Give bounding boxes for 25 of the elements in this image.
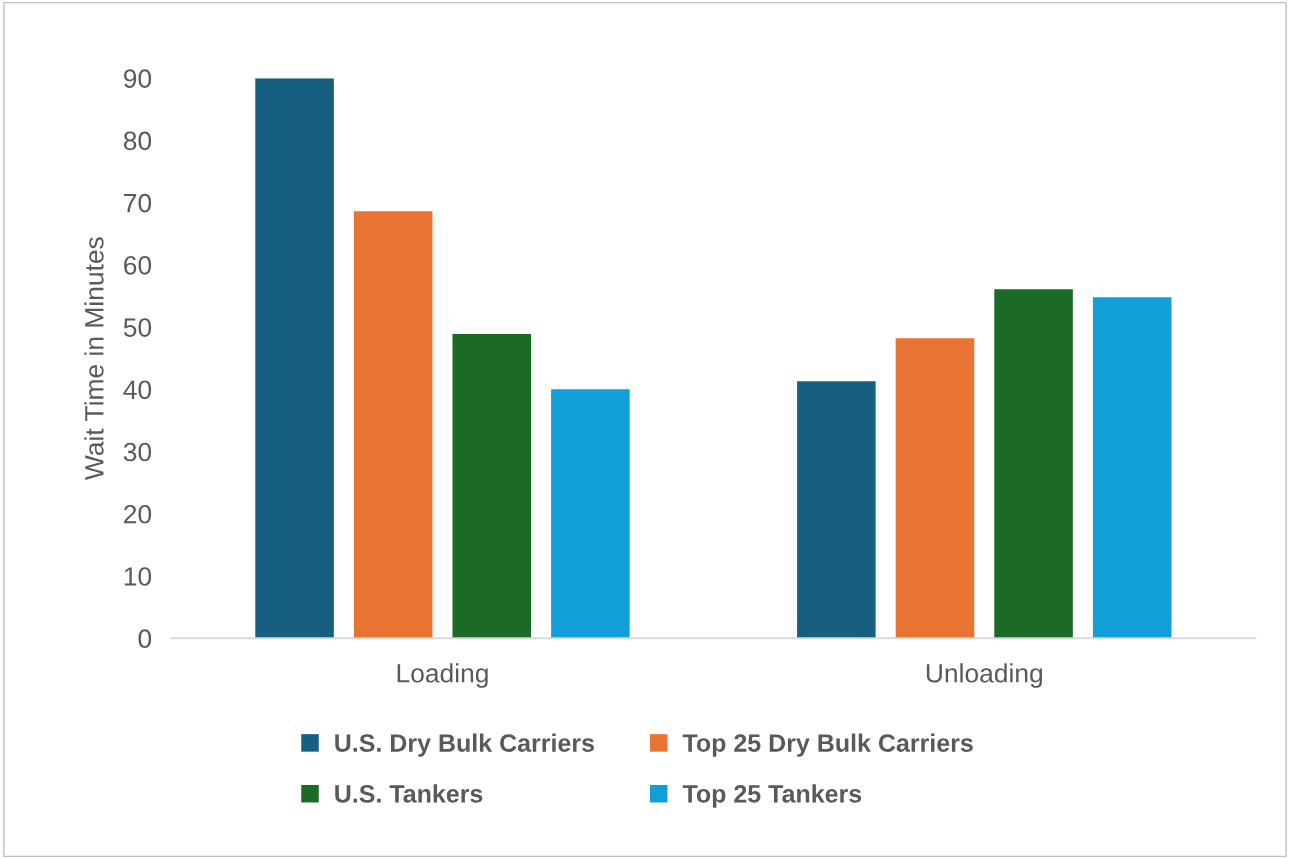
y-tick-label: 40 [123, 380, 152, 400]
y-tick-label: 20 [124, 504, 152, 524]
bar [1092, 297, 1172, 639]
y-tick-label: 70 [124, 193, 152, 213]
bar [255, 78, 334, 639]
y-tick-label: 50 [123, 318, 152, 337]
bar [994, 289, 1073, 639]
x-tick-label: Loading [397, 663, 488, 688]
legend-label: Top 25 Tankers [682, 784, 862, 808]
y-tick-label: 80 [123, 131, 152, 151]
x-tick-label: Unloading [926, 663, 1042, 688]
bar [551, 389, 630, 639]
y-tick-label: 30 [123, 442, 152, 462]
y-tick-label: 90 [124, 69, 152, 88]
bar [895, 338, 975, 639]
y-axis-title: Wait Time in Minutes [84, 237, 104, 481]
bar [353, 211, 433, 639]
legend-label: Top 25 Dry Bulk Carriers [682, 733, 973, 757]
y-tick-label: 10 [124, 567, 152, 586]
y-tick-label: 60 [124, 255, 152, 275]
legend-label: U.S. Dry Bulk Carriers [335, 733, 594, 757]
bar [797, 381, 876, 639]
legend-label: U.S. Tankers [335, 784, 483, 803]
y-tick-label: 0 [138, 629, 152, 649]
bar [452, 333, 532, 639]
